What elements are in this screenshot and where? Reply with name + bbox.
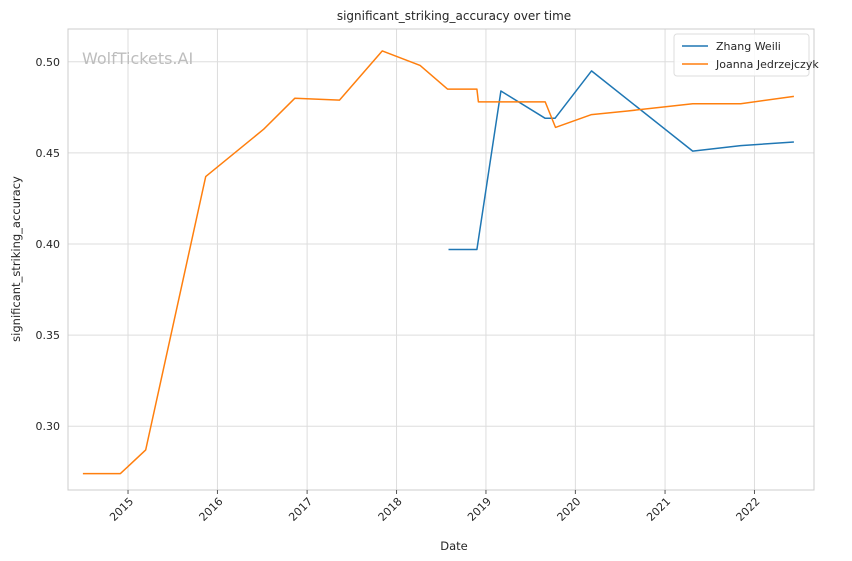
y-tick-label: 0.40 — [36, 238, 61, 251]
legend: Zhang Weili Joanna Jedrzejczyk — [673, 33, 819, 77]
x-axis-label: Date — [440, 539, 468, 553]
series-layer — [82, 50, 795, 475]
y-tick-label: 0.35 — [36, 329, 61, 342]
y-axis-ticks: 0.30 0.35 0.40 0.45 0.50 — [36, 56, 61, 433]
legend-box — [673, 33, 810, 77]
series-line — [82, 50, 795, 475]
y-tick-label: 0.45 — [36, 147, 61, 160]
chart-title: significant_striking_accuracy over time — [337, 9, 571, 23]
grid — [68, 29, 814, 490]
y-tick-label: 0.30 — [36, 420, 61, 433]
watermark: WolfTickets.AI — [82, 49, 193, 68]
series-line — [448, 70, 794, 251]
y-tick-label: 0.50 — [36, 56, 61, 69]
legend-label: Zhang Weili — [716, 40, 781, 53]
legend-label: Joanna Jedrzejczyk — [715, 58, 819, 71]
plot-area — [67, 28, 815, 491]
y-axis-label: significant_striking_accuracy — [9, 176, 23, 342]
